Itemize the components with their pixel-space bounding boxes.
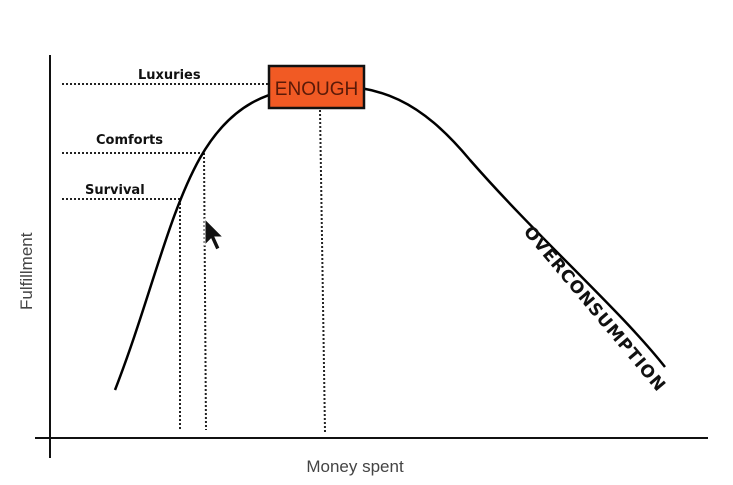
fulfillment-curve (113, 84, 666, 391)
survival-label: Survival (85, 183, 145, 198)
x-axis-label: Money spent (306, 457, 404, 476)
luxuries-label: Luxuries (138, 68, 201, 83)
mouse-cursor-icon (204, 217, 225, 251)
enough-box (267, 64, 366, 110)
y-axis-label: Fulfillment (17, 232, 36, 310)
overconsumption-label: OVERCONSUMPTION (519, 222, 669, 396)
comforts-label: Comforts (96, 133, 163, 148)
enough-label: ENOUGH (275, 79, 358, 100)
enough-drop-line (319, 109, 326, 433)
comforts-drop-line (203, 152, 207, 431)
